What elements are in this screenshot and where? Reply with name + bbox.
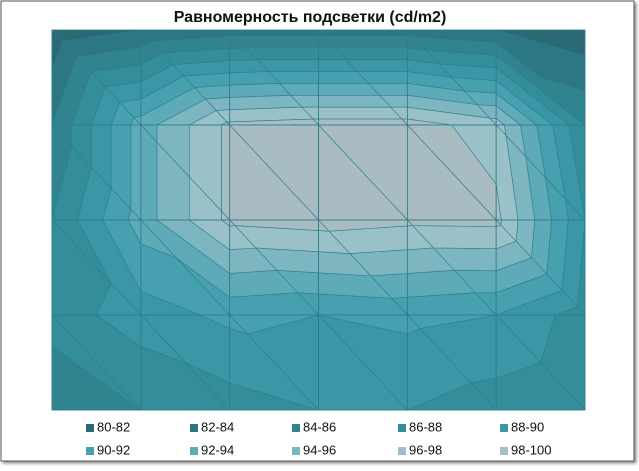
legend-swatch xyxy=(292,447,300,455)
contour-band xyxy=(318,95,391,108)
contour-band xyxy=(140,124,158,221)
contour-band xyxy=(130,124,142,221)
contour-band xyxy=(221,124,230,221)
contour-band xyxy=(407,219,497,227)
contour-band xyxy=(318,29,408,37)
legend-label: 86-88 xyxy=(409,419,442,434)
contour-band xyxy=(229,83,292,98)
contour-band xyxy=(323,35,408,49)
contour-band xyxy=(246,47,319,60)
legend-label: 92-94 xyxy=(201,442,234,457)
plot-area xyxy=(51,29,586,411)
legend-swatch xyxy=(500,424,508,432)
legend-swatch xyxy=(292,424,300,432)
legend-label: 84-86 xyxy=(303,419,336,434)
legend-swatch xyxy=(398,424,406,432)
legend-label: 80-82 xyxy=(97,419,130,434)
legend-label: 88-90 xyxy=(511,419,544,434)
legend-swatch xyxy=(398,447,406,455)
legend-label: 90-92 xyxy=(97,442,130,457)
legend-label: 82-84 xyxy=(201,419,234,434)
legend-label: 96-98 xyxy=(409,442,442,457)
contour-band xyxy=(229,29,319,37)
contour-band xyxy=(318,106,403,120)
chart-title: Равномерность подсветки (cd/m2) xyxy=(174,9,447,26)
legend-swatch xyxy=(190,447,198,455)
legend: 80-82 82-84 84-86 86-88 88-90 90-92 92-94 94-96… xyxy=(86,419,551,457)
contour-band xyxy=(334,47,408,60)
contour-band xyxy=(318,118,408,126)
contour-band xyxy=(234,35,319,49)
legend-swatch xyxy=(86,424,94,432)
legend-swatch xyxy=(86,447,94,455)
legend-label: 98-100 xyxy=(511,442,551,457)
contour-band xyxy=(318,83,380,96)
legend-swatch xyxy=(190,424,198,432)
legend-label: 94-96 xyxy=(303,442,336,457)
legend-swatch xyxy=(500,447,508,455)
